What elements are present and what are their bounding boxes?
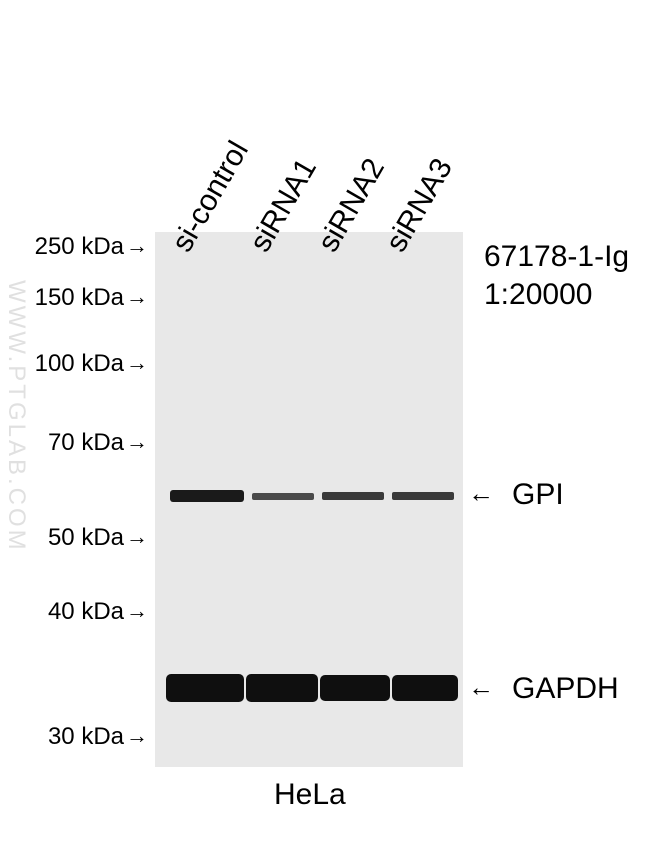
gapdh-band-lane2 bbox=[246, 674, 318, 702]
arrow-right-icon: → bbox=[126, 233, 148, 259]
mw-value: 100 kDa bbox=[35, 350, 124, 377]
western-blot-figure: WWW.PTGLAB.COM 250 kDa→ 150 kDa→ 100 kDa… bbox=[0, 0, 650, 851]
band-label-gapdh: GAPDH bbox=[512, 672, 619, 706]
arrow-right-icon: → bbox=[126, 598, 148, 624]
gpi-band-lane2 bbox=[252, 493, 314, 500]
arrow-right-icon: → bbox=[126, 429, 148, 455]
arrow-right-icon: → bbox=[126, 524, 148, 550]
mw-value: 250 kDa bbox=[35, 233, 124, 260]
mw-value: 70 kDa bbox=[48, 429, 124, 456]
mw-label-150: 150 kDa→ bbox=[28, 284, 148, 312]
watermark-text: WWW.PTGLAB.COM bbox=[2, 280, 30, 553]
gpi-band-lane3 bbox=[322, 492, 384, 500]
gapdh-band-lane3 bbox=[320, 675, 390, 701]
gapdh-band-lane4 bbox=[392, 675, 458, 701]
arrow-right-icon: → bbox=[126, 350, 148, 376]
mw-value: 50 kDa bbox=[48, 524, 124, 551]
mw-label-40: 40 kDa→ bbox=[40, 598, 148, 626]
band-label-gpi: GPI bbox=[512, 478, 564, 512]
antibody-dilution: 1:20000 bbox=[484, 278, 592, 312]
mw-label-250: 250 kDa→ bbox=[28, 233, 148, 261]
gapdh-band-lane1 bbox=[166, 674, 244, 702]
cell-line-label: HeLa bbox=[274, 778, 346, 812]
mw-label-100: 100 kDa→ bbox=[28, 350, 148, 378]
arrow-left-icon: ← bbox=[468, 672, 494, 703]
arrow-right-icon: → bbox=[126, 723, 148, 749]
mw-label-70: 70 kDa→ bbox=[40, 429, 148, 457]
gpi-band-lane4 bbox=[392, 492, 454, 500]
mw-label-50: 50 kDa→ bbox=[40, 524, 148, 552]
mw-value: 150 kDa bbox=[35, 284, 124, 311]
arrow-right-icon: → bbox=[126, 284, 148, 310]
antibody-catalog: 67178-1-Ig bbox=[484, 240, 629, 274]
arrow-left-icon: ← bbox=[468, 478, 494, 509]
gpi-band-lane1 bbox=[170, 490, 244, 502]
mw-value: 40 kDa bbox=[48, 598, 124, 625]
mw-label-30: 30 kDa→ bbox=[40, 723, 148, 751]
mw-value: 30 kDa bbox=[48, 723, 124, 750]
